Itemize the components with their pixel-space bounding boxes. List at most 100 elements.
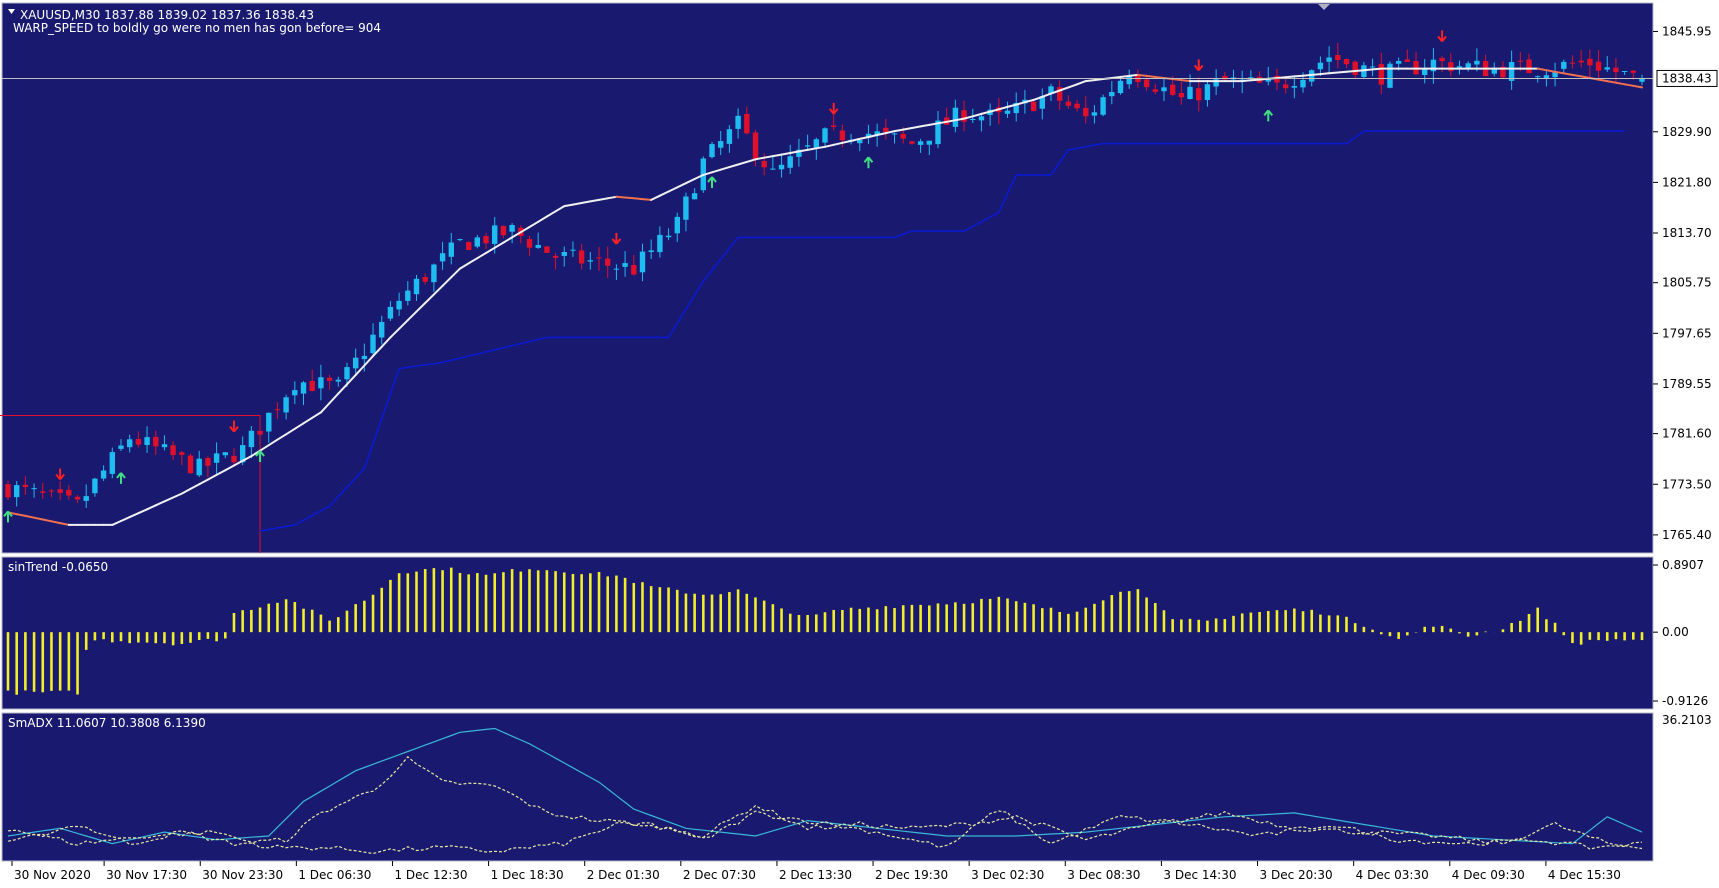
- price-pane[interactable]: XAUUSD,M30 1837.88 1839.02 1837.36 1838.…: [0, 2, 1654, 554]
- ma-segment: [1136, 73, 1148, 77]
- candle-body: [1048, 86, 1054, 94]
- ma-segment: [832, 141, 844, 146]
- candle-body: [735, 115, 741, 129]
- candle: [1448, 53, 1454, 77]
- candle-body: [248, 430, 255, 448]
- candle: [1109, 81, 1115, 105]
- ma-segment: [441, 276, 453, 287]
- time-axis[interactable]: 30 Nov 2020 30 Nov 17:30 30 Nov 23:30 1 Dec…: [11, 861, 1621, 882]
- candle: [1578, 50, 1584, 68]
- candle: [309, 369, 315, 392]
- time-tick-label: 1 Dec 06:30: [298, 868, 371, 882]
- ma-segment: [137, 508, 149, 515]
- time-tick-label: 30 Nov 23:30: [202, 868, 283, 882]
- ma-segment: [111, 520, 122, 526]
- candle: [1013, 92, 1019, 122]
- candle-body: [1465, 63, 1471, 70]
- ma-segment: [1249, 78, 1261, 82]
- candle: [917, 138, 924, 153]
- ma-segment: [563, 203, 574, 208]
- candle-body: [1013, 103, 1019, 114]
- ma-segment: [693, 173, 705, 180]
- time-tick-label: 3 Dec 08:30: [1067, 868, 1140, 882]
- candle-body: [1578, 60, 1584, 63]
- ma-segment: [163, 496, 175, 503]
- candle: [500, 225, 507, 239]
- candle-body: [1161, 87, 1167, 92]
- ma-segment: [867, 134, 879, 138]
- ma-segment: [658, 190, 670, 197]
- ma-segment: [502, 236, 514, 244]
- collapse-triangle-icon[interactable]: [8, 9, 15, 14]
- ma-segment: [241, 455, 253, 462]
- ma-segment: [1580, 75, 1591, 79]
- smadx-pane[interactable]: SmADX 11.0607 10.3808 6.1390: [1, 712, 1654, 862]
- candle: [57, 481, 63, 501]
- candle: [257, 430, 263, 447]
- candle-body: [1248, 77, 1254, 79]
- candle-body: [1630, 70, 1636, 73]
- candle-body: [535, 245, 541, 248]
- candle: [1083, 96, 1089, 124]
- candle: [935, 111, 941, 149]
- candle-body: [1204, 84, 1211, 100]
- candle-body: [213, 453, 220, 463]
- time-tick-label: 1 Dec 12:30: [394, 868, 467, 882]
- candle: [1030, 99, 1037, 112]
- shift-marker-icon[interactable]: [1318, 4, 1330, 10]
- ma-segment: [1632, 84, 1643, 89]
- candle-body: [648, 250, 654, 252]
- candle: [1430, 48, 1437, 84]
- candle: [1039, 88, 1045, 120]
- candle-body: [1274, 75, 1280, 83]
- ma-segment: [1067, 83, 1079, 89]
- candle: [100, 465, 107, 481]
- candle-body: [1595, 61, 1602, 71]
- candle-body: [1604, 67, 1610, 70]
- candle-body: [1326, 57, 1332, 62]
- candle: [1587, 49, 1593, 77]
- ma-segment: [41, 518, 53, 523]
- price-tick-label: 1797.65: [1662, 326, 1712, 340]
- ma-segment: [59, 522, 70, 526]
- sintrend-axis: 0.8907 0.00 -0.9126: [1653, 558, 1708, 708]
- candle: [552, 252, 559, 270]
- smadx-lines: [7, 727, 1643, 855]
- ma-segment: [328, 392, 340, 404]
- candle-body: [639, 251, 646, 273]
- candle-body: [370, 334, 376, 354]
- candle: [622, 251, 628, 277]
- candle: [74, 494, 81, 504]
- candle: [326, 374, 333, 390]
- ma-segment: [1302, 73, 1313, 77]
- ma-segment: [424, 293, 435, 304]
- ma-segment: [902, 127, 913, 131]
- di-line: [7, 755, 1643, 850]
- ma-segment: [1571, 73, 1583, 78]
- ma-segment: [128, 512, 140, 519]
- ma-segment: [467, 257, 479, 265]
- ma-segment: [1119, 74, 1131, 78]
- price-axis[interactable]: 1845.95 1829.90 1821.80 1813.70 1805.75 1797.…: [1653, 24, 1712, 542]
- candle: [170, 441, 176, 461]
- candle-body: [683, 196, 689, 220]
- candle: [483, 233, 489, 250]
- candle-body: [431, 264, 437, 283]
- candle-body: [752, 132, 759, 159]
- candle: [1465, 61, 1471, 72]
- candle-body: [439, 253, 446, 262]
- ma-segment: [1171, 78, 1183, 82]
- indicator-header: WARP_SPEED to boldly go were no men has …: [13, 21, 381, 35]
- candle-body: [883, 127, 889, 132]
- sell-arrow-icon: [611, 232, 622, 245]
- candle: [1378, 52, 1384, 95]
- ma-segment: [346, 373, 357, 386]
- candle: [822, 127, 828, 146]
- candle: [231, 448, 237, 465]
- sintrend-pane[interactable]: sinTrend -0.0650: [1, 556, 1654, 710]
- candle: [205, 456, 211, 478]
- ma-segment: [971, 112, 983, 118]
- candle: [1621, 70, 1628, 75]
- ma-segment: [24, 514, 36, 519]
- candle: [431, 263, 437, 292]
